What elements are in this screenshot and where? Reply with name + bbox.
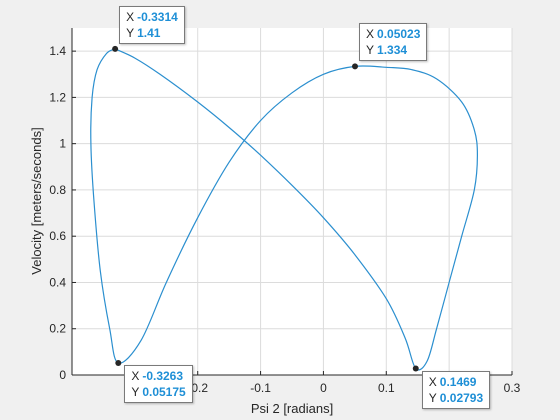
datatip-key: Y [131,385,140,400]
y-tick-label: 1.4 [49,44,66,58]
grid [72,28,513,376]
x-tick-label: -0.1 [250,381,271,395]
datatip[interactable]: X -0.3314 Y 1.41 [119,5,185,44]
datatip-y-row: Y 0.02793 [429,390,483,406]
datatip-y-row: Y 0.05175 [131,384,185,400]
x-tick-label: 0.1 [378,381,395,395]
datatip-value: 0.05175 [142,385,186,400]
y-tick-label: 0.2 [49,322,66,336]
datatip-marker[interactable] [412,365,419,372]
datatip-x-row: X 0.1469 [429,374,483,390]
datatip-value: 1.334 [377,43,408,58]
y-tick-label: 1.2 [49,90,66,104]
y-axis-title: Velocity [meters/seconds] [29,127,44,274]
y-tick-label: 0 [59,368,66,382]
datatip-x-row: X 0.05023 [366,26,420,42]
datatip-markers [112,45,419,372]
datatip-marker[interactable] [115,360,122,367]
datatip-key: X [131,369,140,384]
datatip-value: -0.3314 [137,9,178,24]
datatip[interactable]: X 0.05023 Y 1.334 [359,23,428,62]
datatip-y-row: Y 1.334 [366,42,420,58]
datatip-y-row: Y 1.41 [126,25,178,41]
datatip[interactable]: X -0.3263 Y 0.05175 [124,365,193,404]
y-tick-label: 0.8 [49,183,66,197]
datatip-key: X [126,9,135,24]
datatip-marker[interactable] [112,45,119,52]
datatip-x-row: X -0.3314 [126,9,178,25]
x-tick-label: 0.3 [504,381,521,395]
datatip-key: Y [366,43,375,58]
x-axis-title: Psi 2 [radians] [251,401,333,416]
datatip-x-row: X -0.3263 [131,368,185,384]
y-tick-label: 0.6 [49,229,66,243]
datatip-value: 1.41 [137,25,161,40]
datatip-value: 0.05023 [377,27,421,42]
datatip[interactable]: X 0.1469 Y 0.02793 [421,370,491,409]
datatip-key: X [428,374,437,389]
x-tick-label: 0 [320,381,327,395]
datatip-value: 0.02793 [439,390,484,405]
y-tick-label: 1 [59,137,66,151]
datatip-key: X [366,27,375,42]
datatip-marker[interactable] [352,63,359,70]
datatip-value: 0.1469 [439,374,477,389]
y-tick-label: 0.4 [49,275,66,289]
datatip-value: -0.3263 [142,369,184,384]
datatip-key: Y [126,25,135,40]
series-line [90,48,479,371]
plot-area [72,28,512,375]
series-group [90,48,479,371]
datatip-key: Y [428,390,437,405]
